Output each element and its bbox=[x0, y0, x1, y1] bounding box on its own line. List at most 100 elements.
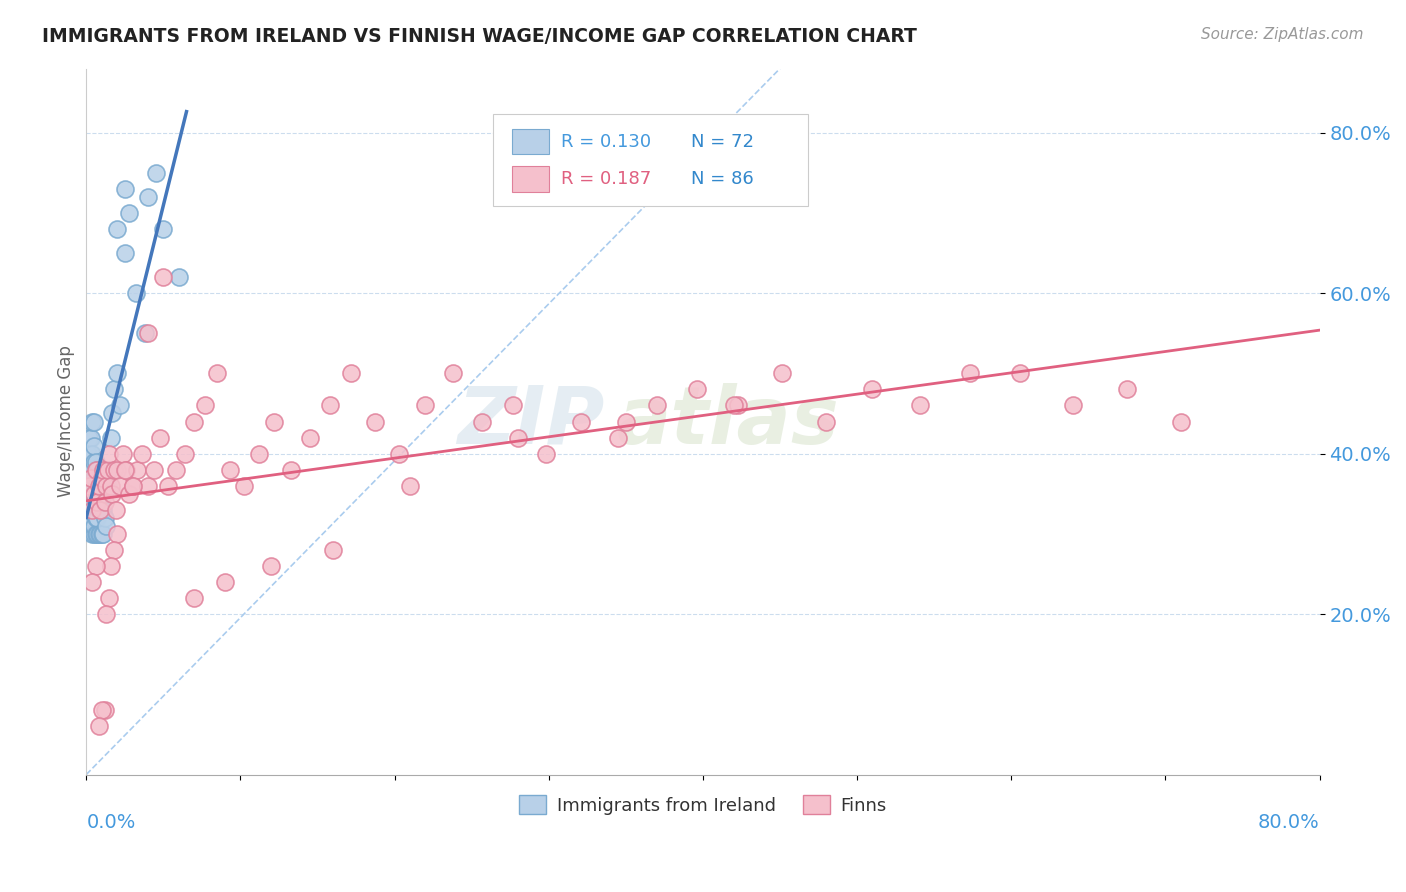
Point bbox=[83, 526, 105, 541]
Point bbox=[94, 703, 117, 717]
Point bbox=[101, 486, 124, 500]
Point bbox=[614, 415, 637, 429]
Point bbox=[247, 447, 270, 461]
Point bbox=[105, 367, 128, 381]
Point bbox=[127, 463, 149, 477]
Point bbox=[136, 326, 159, 341]
Point bbox=[80, 479, 103, 493]
Point bbox=[83, 502, 105, 516]
Point bbox=[152, 222, 174, 236]
Text: R = 0.187: R = 0.187 bbox=[561, 170, 651, 188]
Point bbox=[90, 703, 112, 717]
Point bbox=[82, 510, 104, 524]
Point bbox=[723, 399, 745, 413]
Point bbox=[298, 431, 321, 445]
FancyBboxPatch shape bbox=[494, 114, 807, 206]
Point bbox=[260, 558, 283, 573]
Point bbox=[87, 526, 110, 541]
Point bbox=[80, 471, 103, 485]
Point bbox=[108, 399, 131, 413]
Point bbox=[82, 502, 104, 516]
Point bbox=[363, 415, 385, 429]
Point bbox=[136, 190, 159, 204]
Point bbox=[959, 367, 981, 381]
Point bbox=[79, 510, 101, 524]
Point bbox=[83, 455, 105, 469]
Point bbox=[91, 526, 114, 541]
Point bbox=[103, 463, 125, 477]
Point bbox=[84, 479, 107, 493]
Point bbox=[76, 471, 98, 485]
Point bbox=[1170, 415, 1192, 429]
Point bbox=[121, 479, 143, 493]
Point bbox=[79, 502, 101, 516]
Point bbox=[96, 518, 118, 533]
Point bbox=[214, 574, 236, 589]
Point bbox=[82, 494, 104, 508]
Point bbox=[114, 246, 136, 260]
Point bbox=[91, 502, 114, 516]
Point bbox=[108, 479, 131, 493]
Point bbox=[105, 526, 128, 541]
Point bbox=[98, 591, 121, 605]
Point bbox=[340, 367, 363, 381]
Point bbox=[815, 415, 838, 429]
Point bbox=[174, 447, 197, 461]
Point bbox=[82, 463, 104, 477]
Point bbox=[82, 415, 104, 429]
Point bbox=[91, 463, 114, 477]
Point bbox=[112, 447, 135, 461]
Point bbox=[80, 463, 103, 477]
Point bbox=[83, 471, 105, 485]
Point bbox=[98, 447, 121, 461]
Point bbox=[105, 463, 128, 477]
Point bbox=[86, 510, 108, 524]
Point bbox=[100, 558, 122, 573]
Point bbox=[569, 415, 592, 429]
Point bbox=[94, 510, 117, 524]
Point bbox=[79, 479, 101, 493]
Point bbox=[80, 502, 103, 516]
Point bbox=[76, 463, 98, 477]
Text: N = 72: N = 72 bbox=[690, 133, 754, 151]
Point bbox=[84, 463, 107, 477]
Point bbox=[87, 479, 110, 493]
Point bbox=[89, 526, 111, 541]
Point bbox=[104, 502, 127, 516]
Point bbox=[80, 471, 103, 485]
Point bbox=[84, 455, 107, 469]
Point bbox=[114, 463, 136, 477]
Point bbox=[319, 399, 342, 413]
Point bbox=[94, 494, 117, 508]
Point bbox=[80, 518, 103, 533]
Point bbox=[156, 479, 179, 493]
Point bbox=[471, 415, 494, 429]
Y-axis label: Wage/Income Gap: Wage/Income Gap bbox=[58, 345, 75, 498]
Point bbox=[686, 383, 709, 397]
Point bbox=[502, 399, 524, 413]
Point bbox=[1062, 399, 1084, 413]
Point bbox=[105, 222, 128, 236]
Point bbox=[86, 463, 108, 477]
Point bbox=[82, 526, 104, 541]
Point bbox=[207, 367, 229, 381]
Point bbox=[149, 431, 172, 445]
Point bbox=[82, 574, 104, 589]
Point bbox=[86, 526, 108, 541]
Point bbox=[90, 526, 112, 541]
Point bbox=[100, 431, 122, 445]
Point bbox=[118, 486, 141, 500]
Point bbox=[97, 479, 120, 493]
Point bbox=[152, 270, 174, 285]
Point bbox=[415, 399, 437, 413]
Point bbox=[76, 479, 98, 493]
Point bbox=[86, 494, 108, 508]
Point bbox=[103, 383, 125, 397]
Point bbox=[131, 447, 153, 461]
Point bbox=[79, 431, 101, 445]
Point bbox=[89, 502, 111, 516]
Point bbox=[910, 399, 932, 413]
Point bbox=[82, 447, 104, 461]
Text: N = 86: N = 86 bbox=[690, 170, 754, 188]
Point bbox=[183, 415, 205, 429]
